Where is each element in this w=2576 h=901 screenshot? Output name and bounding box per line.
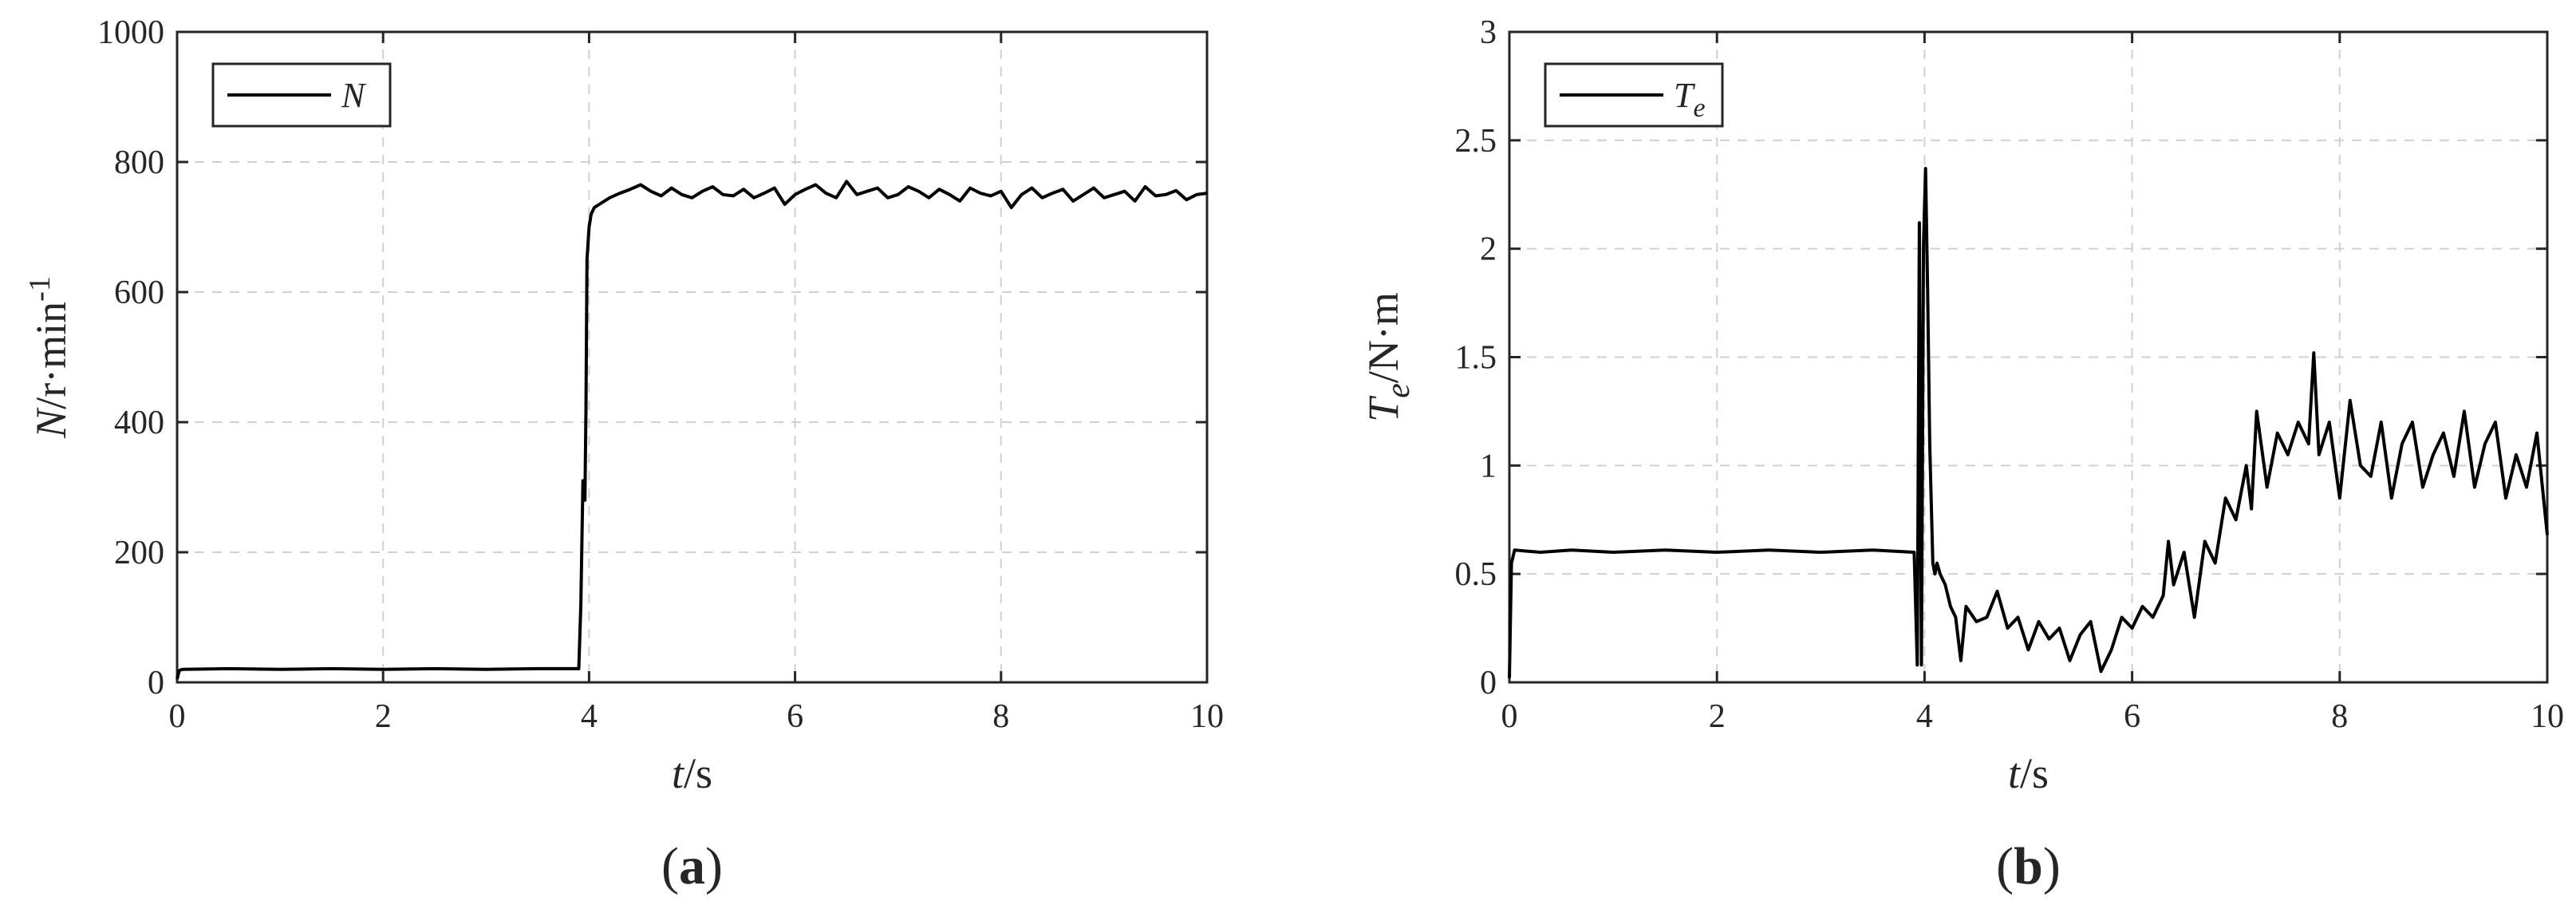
panel-a-x-tick-label: 2 [375,698,392,735]
panel-a: 0 2 4 6 8 10 0 200 400 600 800 1000 N t/s N/r·min-1… [23,14,1224,895]
panel-b-legend: Te [1544,62,1724,128]
panel-a-x-tick-label: 0 [169,698,186,735]
panel-b-y-tick-label: 0.5 [1455,556,1497,593]
panel-b-x-tick-label: 0 [1501,698,1518,735]
panel-b: 0 2 4 6 8 10 0 0.5 1 1.5 2 2.5 3 Te t/s Te/N·m (b) [1359,14,2564,895]
panel-b-x-axis-unit: /s [2020,749,2049,797]
panel-a-x-axis-var: t [672,749,685,797]
panel-a-y-tick-label: 600 [114,275,164,311]
panel-a-y-axis-label: N/r·min-1 [23,276,75,439]
panel-b-label: (b) [1996,837,2061,895]
panel-a-grid [177,32,1207,682]
panel-a-series [176,180,1208,680]
panel-b-ticks: 0 2 4 6 8 10 0 0.5 1 1.5 2 2.5 3 [1455,14,2565,735]
panel-a-plot-frame [176,30,1209,684]
panel-b-label-open: ( [1996,837,2014,895]
panel-b-y-tick-label: 0 [1480,665,1497,701]
panel-a-series-line [176,180,1208,680]
panel-b-x-tick-label: 10 [2531,698,2564,735]
panel-b-x-axis-var: t [2008,749,2022,797]
panel-b-series [1508,167,2549,678]
panel-a-x-axis-label: t/s [672,749,712,797]
panel-b-legend-label: Te [1674,76,1706,123]
panel-b-y-tick-label: 2.5 [1455,123,1497,160]
panel-b-label-close: ) [2043,837,2061,895]
panel-a-x-tick-label: 4 [581,698,598,735]
panel-b-x-tick-label: 8 [2331,698,2348,735]
panel-b-y-axis-sub: e [1380,383,1417,398]
panel-b-y-tick-label: 3 [1480,14,1497,51]
panel-a-y-axis-unit: /r·min [27,302,75,409]
panel-a-y-tick-label: 200 [114,535,164,571]
panel-a-legend-label: N [341,76,367,115]
panel-a-x-tick-label: 6 [787,698,803,735]
panel-a-y-tick-label: 800 [114,144,164,181]
panel-b-y-axis-label: Te/N·m [1359,292,1417,422]
panel-a-label-close: ) [705,837,723,895]
panel-b-legend-sub: e [1693,93,1705,123]
panel-a-label-letter: a [679,837,705,895]
panel-b-y-tick-label: 1.5 [1455,340,1497,377]
panel-a-label: (a) [661,837,723,895]
panel-a-y-tick-label: 400 [114,405,164,441]
panel-b-legend-var: T [1674,76,1696,115]
panel-a-y-tick-label: 0 [148,665,164,701]
panel-b-y-tick-label: 2 [1480,231,1497,268]
panel-b-x-tick-label: 4 [1916,698,1933,735]
panel-a-x-tick-label: 8 [992,698,1009,735]
panel-b-y-axis-var: T [1359,395,1407,422]
panel-b-series-line [1508,167,2549,678]
panel-b-x-axis-label: t/s [2008,749,2049,797]
panel-b-y-tick-label: 1 [1480,448,1497,484]
panel-b-grid [1509,32,2547,682]
panel-a-x-axis-unit: /s [684,749,712,797]
panel-b-label-letter: b [2014,837,2043,895]
panel-a-ticks: 0 2 4 6 8 10 0 200 400 600 800 1000 [97,14,1224,735]
panel-a-legend: N [211,62,392,128]
panel-a-y-axis-sup: -1 [23,276,57,302]
panel-a-y-axis-var: N [27,407,75,439]
panel-a-y-tick-label: 1000 [97,14,164,51]
panel-b-y-axis-unit: /N·m [1359,292,1407,383]
panel-a-label-open: ( [661,837,679,895]
panel-a-x-tick-label: 10 [1190,698,1224,735]
panel-b-x-tick-label: 6 [2124,698,2140,735]
panel-b-x-tick-label: 2 [1709,698,1726,735]
